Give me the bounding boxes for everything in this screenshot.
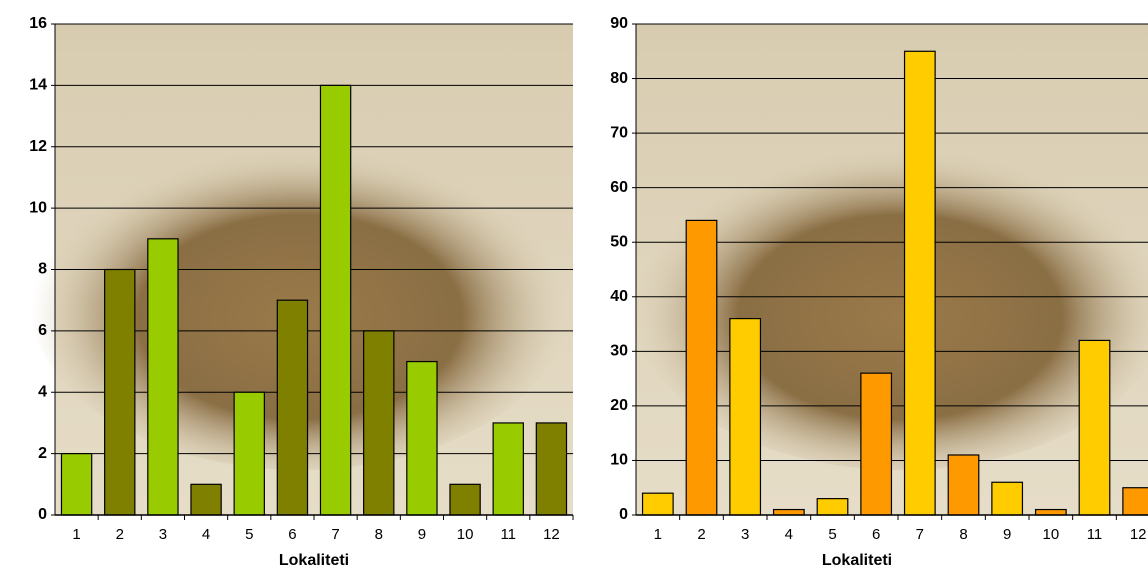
x-tick-label: 1 <box>72 526 80 543</box>
x-tick-label: 7 <box>331 526 339 543</box>
y-tick-label: 40 <box>610 288 628 305</box>
bar <box>363 330 395 516</box>
x-tick-label: 10 <box>457 526 474 543</box>
x-axis-title: Lokaliteti <box>279 552 349 569</box>
y-tick-label: 12 <box>29 138 47 155</box>
y-tick-label: 8 <box>38 261 47 278</box>
y-tick-label: 4 <box>38 383 47 400</box>
bar <box>406 360 438 516</box>
bar <box>729 318 762 516</box>
y-tick-label: 6 <box>38 322 47 339</box>
bar <box>535 422 568 516</box>
x-tick-label: 11 <box>1087 526 1103 543</box>
bar <box>1122 487 1148 516</box>
x-tick-label: 4 <box>785 526 793 543</box>
y-tick-label: 14 <box>29 77 47 94</box>
bar <box>1034 508 1067 516</box>
bar <box>104 268 136 516</box>
bar <box>816 498 849 516</box>
x-tick-label: 8 <box>959 526 967 543</box>
y-tick-label: 0 <box>619 506 628 523</box>
x-tick-label: 2 <box>697 526 705 543</box>
bar <box>641 492 674 516</box>
y-tick-label: 90 <box>610 15 628 32</box>
x-tick-label: 1 <box>654 526 662 543</box>
x-tick-label: 9 <box>1003 526 1011 543</box>
bar <box>903 50 936 516</box>
y-tick-label: 80 <box>610 70 628 87</box>
bar <box>319 84 352 516</box>
x-tick-label: 2 <box>116 526 124 543</box>
y-tick-label: 10 <box>610 452 628 469</box>
bar <box>190 483 222 516</box>
bar <box>991 481 1024 516</box>
x-tick-label: 10 <box>1042 526 1059 543</box>
x-tick-label: 12 <box>1130 526 1147 543</box>
bar <box>60 453 93 516</box>
x-tick-label: 6 <box>872 526 880 543</box>
y-tick-label: 30 <box>610 343 628 360</box>
bar <box>685 219 718 516</box>
y-tick-label: 60 <box>610 179 628 196</box>
x-tick-label: 3 <box>741 526 749 543</box>
bar <box>947 454 980 516</box>
bar <box>449 483 481 516</box>
x-tick-label: 5 <box>245 526 253 543</box>
bar <box>276 299 309 516</box>
x-tick-label: 5 <box>828 526 836 543</box>
y-tick-label: 20 <box>610 397 628 414</box>
y-tick-label: 70 <box>610 124 628 141</box>
bar <box>1078 339 1111 516</box>
y-tick-label: 10 <box>29 199 47 216</box>
x-tick-label: 12 <box>543 526 560 543</box>
bar <box>860 372 893 516</box>
x-tick-label: 4 <box>202 526 210 543</box>
bar <box>772 508 805 516</box>
y-tick-label: 0 <box>38 506 47 523</box>
y-tick-label: 50 <box>610 233 628 250</box>
y-tick-label: 16 <box>29 15 47 32</box>
x-tick-label: 3 <box>159 526 167 543</box>
x-tick-label: 7 <box>916 526 924 543</box>
bar <box>147 238 179 516</box>
x-tick-label: 6 <box>288 526 296 543</box>
bar <box>492 422 524 516</box>
y-tick-label: 2 <box>38 445 47 462</box>
x-tick-label: 9 <box>418 526 426 543</box>
bar <box>233 391 265 516</box>
x-tick-label: 11 <box>500 526 516 543</box>
x-axis-title: Lokaliteti <box>822 552 892 569</box>
x-tick-label: 8 <box>375 526 383 543</box>
